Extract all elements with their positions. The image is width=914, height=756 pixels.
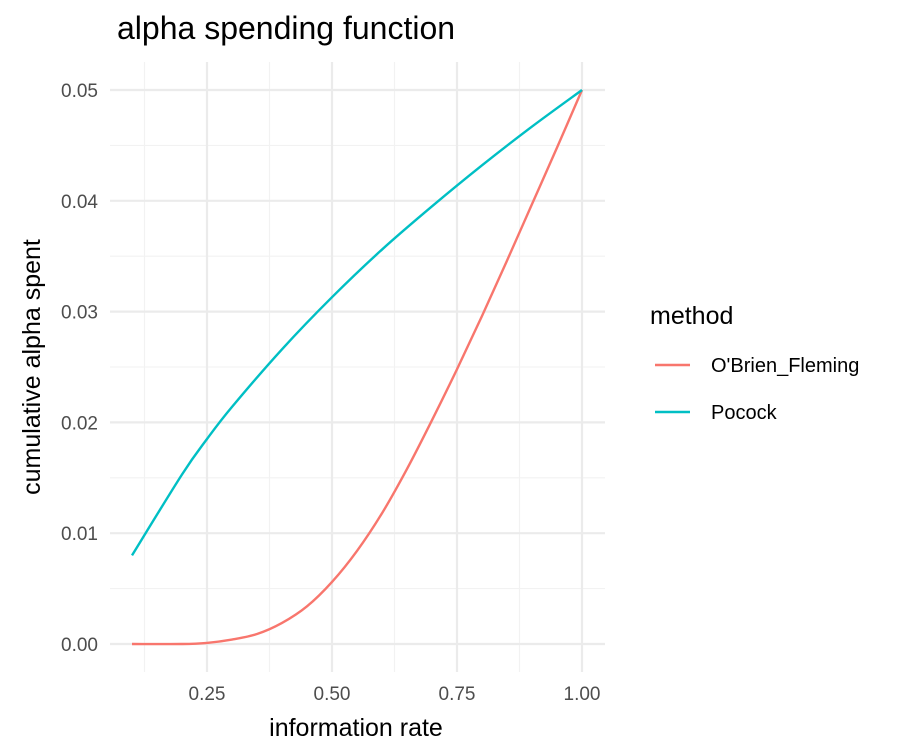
legend-title: method	[650, 302, 733, 330]
x-tick-label: 0.50	[314, 684, 351, 705]
x-tick-label: 1.00	[564, 684, 601, 705]
x-tick-label: 0.25	[189, 684, 226, 705]
y-axis-title: cumulative alpha spent	[18, 239, 46, 495]
legend-items: O'Brien_Fleming Pocock	[655, 355, 859, 424]
chart-title: alpha spending function	[117, 10, 455, 46]
y-tick-label: 0.01	[61, 524, 98, 545]
y-tick-label: 0.02	[61, 413, 98, 434]
legend-label: Pocock	[711, 402, 778, 424]
x-axis-title: information rate	[269, 714, 443, 742]
y-tick-label: 0.05	[61, 81, 98, 102]
y-tick-label: 0.04	[61, 192, 98, 213]
y-tick-label: 0.03	[61, 303, 98, 324]
series-lines	[130, 89, 584, 646]
legend: method O'Brien_Fleming Pocock	[650, 302, 859, 424]
x-axis-ticks: 0.25 0.50 0.75 1.00	[189, 684, 601, 705]
y-axis-ticks: 0.00 0.01 0.02 0.03 0.04 0.05	[61, 81, 98, 656]
minor-gridlines	[110, 62, 605, 672]
x-tick-label: 0.75	[439, 684, 476, 705]
legend-label: O'Brien_Fleming	[711, 355, 859, 377]
series-line-pocock	[130, 89, 583, 556]
major-gridlines	[110, 62, 605, 672]
series-line-o-brien-fleming	[131, 89, 584, 646]
y-tick-label: 0.00	[61, 635, 98, 656]
